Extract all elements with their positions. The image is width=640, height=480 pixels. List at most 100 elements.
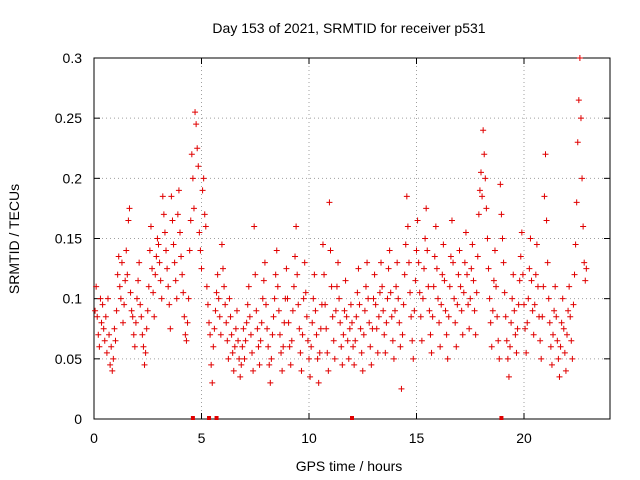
data-point	[576, 55, 583, 61]
data-point	[457, 283, 464, 290]
data-point	[93, 283, 100, 290]
data-point	[328, 283, 335, 290]
data-point	[351, 361, 358, 368]
data-point	[271, 295, 278, 302]
data-point	[245, 283, 252, 290]
data-point	[508, 319, 515, 326]
data-point	[193, 121, 200, 128]
data-point	[494, 313, 501, 320]
data-point	[141, 361, 148, 368]
data-point	[297, 349, 304, 356]
data-point	[467, 295, 474, 302]
data-point	[543, 217, 550, 224]
data-point	[244, 301, 251, 308]
data-point	[230, 367, 237, 374]
data-point	[407, 289, 414, 296]
data-point	[417, 313, 424, 320]
data-point	[539, 313, 546, 320]
data-point	[513, 349, 520, 356]
data-point	[190, 205, 197, 212]
data-point	[195, 163, 202, 170]
data-point	[581, 259, 588, 266]
data-point	[231, 343, 238, 350]
data-point	[455, 271, 462, 278]
data-point	[109, 367, 116, 374]
data-point	[531, 301, 538, 308]
data-point	[278, 349, 285, 356]
data-point	[528, 277, 535, 284]
data-point	[130, 331, 137, 338]
data-point	[294, 271, 301, 278]
data-point	[488, 343, 495, 350]
data-point	[302, 289, 309, 296]
data-point	[173, 295, 180, 302]
data-point	[181, 313, 188, 320]
data-point	[371, 271, 378, 278]
data-point	[254, 325, 261, 332]
data-point	[308, 343, 315, 350]
data-point	[490, 277, 497, 284]
data-point	[342, 277, 349, 284]
data-point	[198, 265, 205, 272]
data-point	[301, 259, 308, 266]
data-point	[387, 289, 394, 296]
data-point	[131, 343, 138, 350]
data-point	[433, 265, 440, 272]
data-point	[330, 337, 337, 344]
y-axis-title: SRMTID / TECUs	[6, 184, 22, 294]
data-point	[312, 307, 319, 314]
data-point	[206, 319, 213, 326]
data-point	[166, 301, 173, 308]
data-point	[385, 265, 392, 272]
data-point	[500, 259, 507, 266]
data-point	[402, 241, 409, 248]
data-point	[524, 319, 531, 326]
y-tick-label: 0.2	[63, 170, 83, 186]
data-point	[122, 277, 129, 284]
data-point	[250, 367, 257, 374]
y-tick-label: 0.3	[63, 50, 83, 66]
data-point	[368, 361, 375, 368]
data-point	[255, 343, 262, 350]
data-point	[247, 331, 254, 338]
data-point	[533, 241, 540, 248]
data-point	[438, 301, 445, 308]
data-point	[509, 295, 516, 302]
x-axis-marker	[350, 416, 354, 420]
data-point	[444, 355, 451, 362]
data-point	[422, 235, 429, 242]
data-point	[390, 355, 397, 362]
data-point	[571, 271, 578, 278]
x-axis-title: GPS time / hours	[296, 458, 403, 474]
data-point	[201, 211, 208, 218]
data-points	[92, 55, 590, 392]
data-point	[487, 319, 494, 326]
data-point	[146, 247, 153, 254]
data-point	[304, 337, 311, 344]
data-point	[97, 295, 104, 302]
data-point	[544, 259, 551, 266]
data-point	[510, 271, 517, 278]
data-point	[396, 319, 403, 326]
data-point	[177, 229, 183, 236]
data-point	[293, 223, 300, 230]
data-point	[367, 343, 374, 350]
data-point	[567, 313, 574, 320]
data-point	[530, 331, 537, 338]
y-tick-label: 0.15	[55, 231, 82, 247]
data-point	[322, 301, 329, 308]
data-point	[151, 313, 158, 320]
data-point	[209, 379, 216, 386]
data-point	[228, 331, 235, 338]
data-point	[158, 295, 165, 302]
data-point	[375, 313, 382, 320]
data-point	[292, 253, 299, 260]
data-point	[416, 289, 423, 296]
data-point	[295, 301, 302, 308]
data-point	[114, 271, 121, 278]
data-point	[397, 343, 404, 350]
x-axis-marker	[499, 416, 504, 420]
data-point	[460, 289, 467, 296]
data-point	[497, 181, 504, 188]
data-point	[266, 361, 273, 368]
